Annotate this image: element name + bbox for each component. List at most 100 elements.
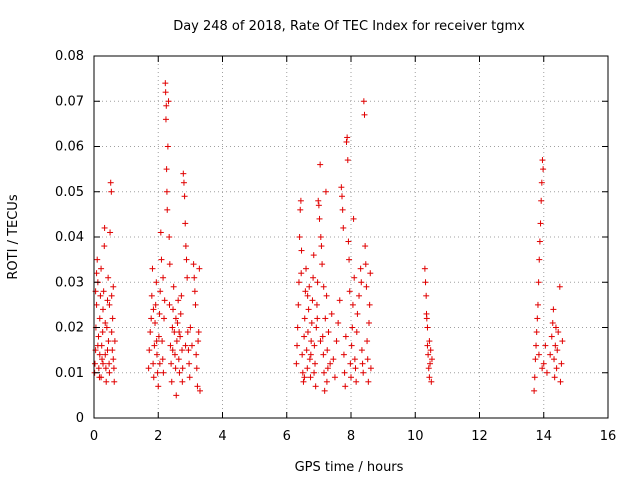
- data-point: [297, 206, 304, 213]
- data-point: [317, 234, 324, 240]
- data-point: [99, 306, 106, 313]
- data-point: [349, 301, 356, 308]
- data-point: [101, 224, 108, 231]
- y-tick-label: 0.08: [55, 49, 84, 64]
- data-point: [164, 143, 171, 150]
- data-point: [161, 315, 168, 322]
- data-point: [175, 356, 182, 363]
- data-point: [422, 279, 429, 286]
- data-point: [99, 360, 106, 367]
- data-point: [428, 378, 435, 385]
- data-point: [180, 170, 187, 177]
- data-point: [102, 365, 109, 372]
- data-point: [347, 360, 354, 367]
- data-point: [150, 374, 157, 381]
- data-point: [191, 288, 198, 295]
- x-axis-label: GPS time / hours: [295, 460, 404, 475]
- data-point: [173, 392, 180, 399]
- data-point: [424, 342, 431, 349]
- data-point: [145, 365, 152, 372]
- data-point: [350, 215, 357, 222]
- data-point: [533, 329, 540, 336]
- data-point: [158, 256, 165, 263]
- y-axis-label: ROTI / TECUs: [6, 194, 21, 279]
- data-point: [108, 188, 115, 195]
- data-point: [162, 80, 169, 87]
- data-point: [111, 378, 118, 385]
- data-point: [299, 369, 306, 376]
- data-point: [153, 351, 160, 358]
- data-point: [319, 333, 326, 340]
- data-point: [540, 166, 547, 173]
- data-point: [151, 342, 158, 349]
- data-point: [105, 274, 112, 281]
- data-point: [312, 360, 319, 367]
- data-point: [185, 347, 192, 354]
- data-point: [550, 306, 557, 313]
- data-point: [157, 288, 164, 295]
- data-point: [166, 301, 173, 308]
- data-point: [360, 369, 367, 376]
- data-point: [424, 324, 431, 331]
- data-point: [104, 297, 111, 304]
- data-point: [155, 333, 162, 340]
- data-point: [150, 360, 157, 367]
- data-point: [186, 360, 193, 367]
- data-point: [316, 215, 323, 222]
- data-point: [157, 229, 164, 236]
- data-point: [96, 351, 103, 358]
- data-point: [192, 301, 199, 308]
- data-point: [328, 310, 335, 317]
- x-tick-label: 4: [218, 429, 226, 444]
- data-point: [346, 256, 353, 263]
- data-point: [164, 206, 171, 213]
- data-point: [427, 347, 434, 354]
- data-point: [557, 378, 564, 385]
- y-tick-label: 0.02: [55, 321, 84, 336]
- data-point: [196, 265, 203, 272]
- data-point: [365, 319, 372, 326]
- y-tick-label: 0: [76, 411, 84, 426]
- data-point: [324, 365, 331, 372]
- data-point: [536, 256, 543, 263]
- data-point: [322, 188, 329, 195]
- data-point: [306, 283, 313, 290]
- data-point: [338, 184, 345, 191]
- data-point: [100, 288, 107, 295]
- data-point: [195, 329, 202, 336]
- data-point: [93, 301, 100, 308]
- data-point: [553, 365, 560, 372]
- data-point: [297, 197, 304, 204]
- data-point: [344, 157, 351, 164]
- data-point: [301, 333, 308, 340]
- data-point: [535, 279, 542, 286]
- data-point: [159, 356, 166, 363]
- data-point: [94, 256, 101, 263]
- y-tick-label: 0.04: [55, 230, 84, 245]
- data-point: [177, 310, 184, 317]
- data-point: [425, 351, 432, 358]
- data-point: [426, 338, 433, 345]
- data-point: [170, 283, 177, 290]
- data-point: [314, 279, 321, 286]
- data-point: [108, 329, 115, 336]
- data-point: [536, 238, 543, 245]
- data-point: [153, 279, 160, 286]
- data-point: [423, 292, 430, 299]
- data-point: [344, 134, 351, 141]
- data-point: [340, 351, 347, 358]
- data-point: [167, 342, 174, 349]
- data-point: [317, 338, 324, 345]
- data-point: [294, 342, 301, 349]
- data-point: [197, 387, 204, 394]
- data-point: [168, 360, 175, 367]
- data-point: [532, 356, 539, 363]
- data-point: [186, 374, 193, 381]
- data-point: [107, 179, 114, 186]
- data-point: [110, 283, 117, 290]
- data-point: [324, 347, 331, 354]
- data-point: [339, 193, 346, 200]
- y-tick-label: 0.01: [55, 366, 84, 381]
- data-point: [190, 261, 197, 268]
- data-point: [533, 342, 540, 349]
